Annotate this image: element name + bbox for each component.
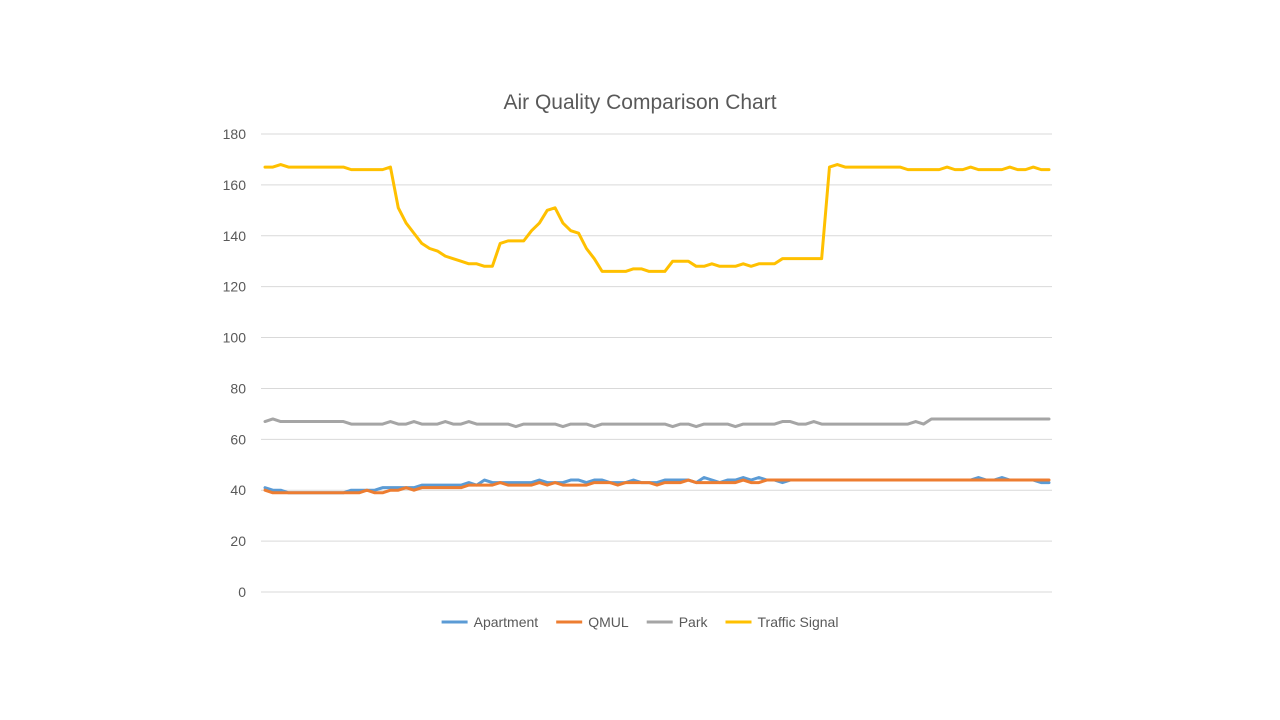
y-tick-label: 40 bbox=[230, 482, 246, 498]
legend-item-qmul: QMUL bbox=[556, 614, 629, 630]
chart-title: Air Quality Comparison Chart bbox=[503, 91, 776, 114]
legend-item-park: Park bbox=[646, 614, 709, 630]
y-tick-label: 180 bbox=[223, 126, 247, 142]
series-lines bbox=[263, 163, 1051, 495]
legend-label-apartment: Apartment bbox=[474, 614, 539, 630]
series-line-qmul bbox=[263, 478, 1051, 495]
legend: Apartment QMUL Park Traffic Signal bbox=[441, 614, 839, 630]
y-tick-label: 100 bbox=[223, 330, 247, 346]
y-axis-tick-labels: 0 20 40 60 80 100 120 140 160 180 bbox=[223, 126, 247, 600]
gridlines bbox=[261, 133, 1052, 593]
y-tick-label: 80 bbox=[230, 380, 246, 396]
legend-label-qmul: QMUL bbox=[588, 614, 629, 630]
y-tick-label: 20 bbox=[230, 533, 246, 549]
legend-item-traffic-signal: Traffic Signal bbox=[725, 614, 839, 630]
series-line-park bbox=[263, 417, 1051, 429]
legend-label-traffic-signal: Traffic Signal bbox=[758, 614, 839, 630]
legend-item-apartment: Apartment bbox=[441, 614, 539, 630]
y-tick-label: 120 bbox=[223, 279, 247, 295]
y-tick-label: 60 bbox=[230, 431, 246, 447]
y-tick-label: 0 bbox=[238, 584, 246, 600]
y-tick-label: 160 bbox=[223, 177, 247, 193]
y-tick-label: 140 bbox=[223, 228, 247, 244]
legend-label-park: Park bbox=[679, 614, 709, 630]
series-line-traffic-signal bbox=[263, 163, 1051, 273]
